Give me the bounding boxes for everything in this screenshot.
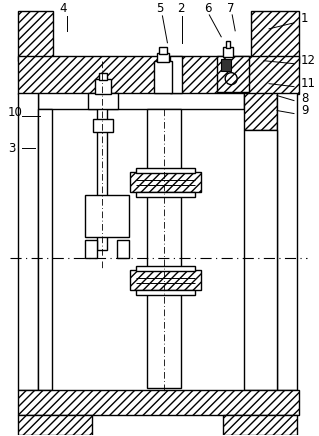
Bar <box>244 130 277 390</box>
Bar <box>130 270 201 290</box>
Bar <box>158 53 169 62</box>
Bar <box>277 92 297 390</box>
Text: 7: 7 <box>227 3 235 15</box>
Text: 8: 8 <box>301 92 308 105</box>
Text: 4: 4 <box>60 3 67 15</box>
Bar <box>223 47 233 57</box>
Bar <box>18 416 92 436</box>
Bar <box>95 78 111 94</box>
Bar <box>38 109 52 390</box>
Bar <box>251 11 299 63</box>
Bar <box>18 92 38 390</box>
Bar <box>244 92 277 130</box>
Text: 9: 9 <box>301 104 308 117</box>
Text: 3: 3 <box>8 142 15 155</box>
Text: 6: 6 <box>204 3 212 15</box>
Bar <box>85 240 97 258</box>
Text: 10: 10 <box>8 106 23 119</box>
Bar <box>18 390 299 416</box>
Bar <box>136 290 195 295</box>
Text: 12: 12 <box>301 54 316 67</box>
Text: 2: 2 <box>177 3 185 15</box>
Bar <box>136 168 195 174</box>
Bar <box>18 56 299 94</box>
Bar <box>160 47 167 54</box>
Text: 11: 11 <box>301 77 316 90</box>
Bar <box>88 92 118 109</box>
Bar <box>93 119 113 133</box>
Bar <box>85 195 129 237</box>
Text: 5: 5 <box>156 3 164 15</box>
Bar <box>136 192 195 197</box>
Bar <box>99 73 107 80</box>
Bar <box>154 61 172 92</box>
Bar <box>147 109 182 388</box>
Bar <box>97 92 107 250</box>
Bar <box>223 416 297 436</box>
Bar <box>38 92 244 109</box>
Bar <box>217 56 249 92</box>
Bar <box>130 172 201 192</box>
Bar <box>170 56 182 92</box>
Bar <box>116 240 129 258</box>
Bar <box>18 11 53 61</box>
Text: 1: 1 <box>301 12 308 25</box>
Bar <box>136 266 195 271</box>
Bar <box>226 41 230 48</box>
Bar <box>221 59 231 71</box>
